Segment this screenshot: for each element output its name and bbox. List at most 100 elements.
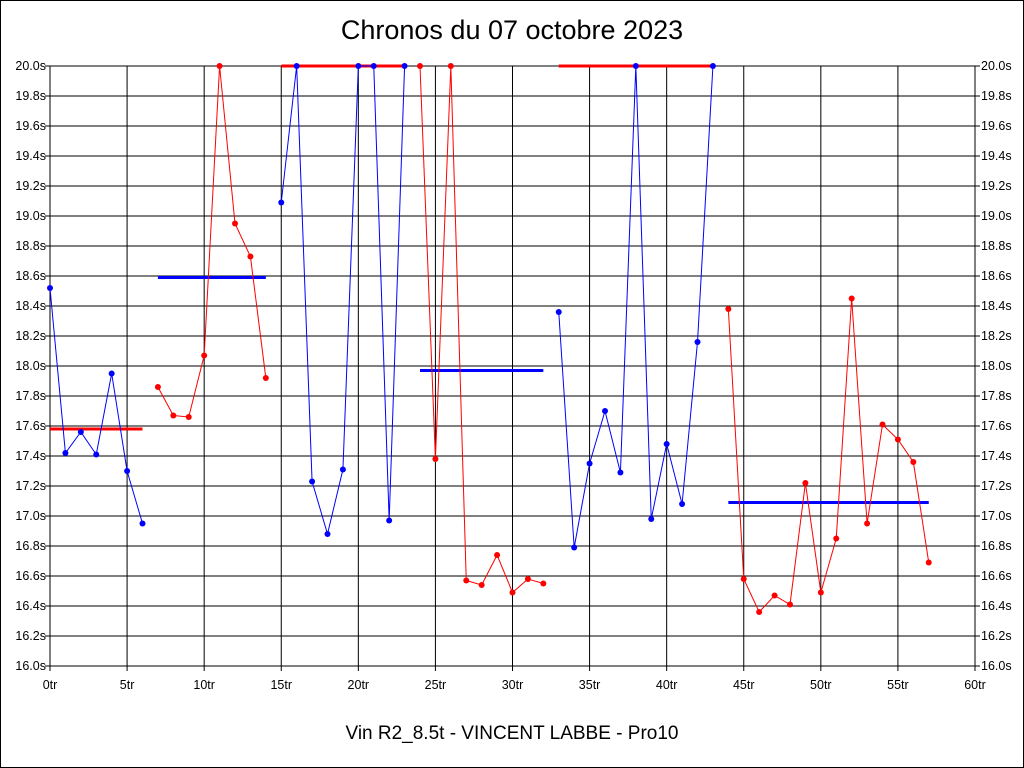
data-point — [339, 466, 346, 473]
data-point — [571, 544, 578, 551]
data-point — [77, 429, 84, 435]
data-point — [925, 559, 932, 566]
data-point — [848, 295, 855, 302]
y-tick-label-left: 17.2s — [15, 479, 46, 493]
data-point — [725, 306, 732, 312]
y-tick-label-left: 20.0s — [15, 59, 46, 73]
x-tick-label: 45tr — [733, 678, 755, 692]
data-point — [432, 456, 439, 462]
data-point — [278, 199, 285, 206]
data-point — [694, 339, 701, 345]
data-point — [47, 285, 53, 291]
data-point — [108, 370, 115, 377]
data-point — [817, 589, 824, 596]
y-tick-label-left: 19.2s — [15, 179, 46, 193]
data-point — [201, 352, 208, 359]
data-point — [293, 63, 300, 69]
data-point — [401, 63, 408, 69]
y-tick-label-right: 20.0s — [981, 59, 1012, 73]
y-tick-label-right: 19.4s — [981, 149, 1012, 163]
y-tick-label-left: 16.8s — [15, 539, 46, 553]
y-tick-label-right: 19.6s — [981, 119, 1012, 133]
y-tick-label-left: 17.4s — [15, 449, 46, 463]
data-point — [524, 576, 531, 582]
data-point — [648, 516, 655, 522]
y-tick-label-right: 19.0s — [981, 209, 1012, 223]
y-tick-label-left: 19.6s — [15, 119, 46, 133]
y-tick-label-right: 18.8s — [981, 239, 1012, 253]
data-point — [463, 577, 470, 584]
data-point — [262, 375, 269, 381]
data-point — [679, 501, 686, 507]
y-tick-label-right: 18.4s — [981, 299, 1012, 313]
y-tick-label-right: 17.2s — [981, 479, 1012, 493]
data-point — [740, 576, 747, 582]
data-point — [247, 253, 254, 260]
data-point — [62, 450, 69, 456]
x-tick-label: 10tr — [193, 678, 215, 692]
data-point — [864, 520, 871, 527]
x-tick-label: 0tr — [43, 678, 58, 692]
y-tick-label-right: 19.2s — [981, 179, 1012, 193]
x-tick-label: 55tr — [887, 678, 909, 692]
series-3 — [278, 63, 408, 537]
y-tick-label-left: 18.4s — [15, 299, 46, 313]
data-point — [555, 309, 562, 315]
y-tick-label-right: 16.2s — [981, 629, 1012, 643]
x-tick-label: 40tr — [656, 678, 678, 692]
y-tick-label-right: 17.8s — [981, 389, 1012, 403]
y-tick-label-left: 17.6s — [15, 419, 46, 433]
data-point — [139, 520, 146, 527]
y-tick-label-left: 16.6s — [15, 569, 46, 583]
data-point — [663, 441, 670, 447]
y-tick-label-left: 16.2s — [15, 629, 46, 643]
data-point — [879, 421, 886, 428]
series-1 — [47, 285, 146, 527]
x-tick-label: 15tr — [270, 678, 292, 692]
data-point — [216, 63, 223, 69]
y-tick-label-right: 16.8s — [981, 539, 1012, 553]
data-point — [232, 220, 238, 227]
series-line — [558, 65, 714, 548]
data-point — [417, 63, 423, 69]
y-tick-label-left: 19.4s — [15, 149, 46, 163]
data-point — [154, 384, 161, 390]
data-point — [170, 412, 177, 419]
y-tick-label-right: 18.6s — [981, 269, 1012, 283]
x-tick-label: 25tr — [425, 678, 447, 692]
y-tick-label-right: 16.0s — [981, 659, 1012, 673]
data-point — [756, 609, 763, 615]
data-point — [833, 535, 840, 542]
y-tick-label-left: 16.0s — [15, 659, 46, 673]
grid-lines — [49, 65, 976, 667]
y-tick-label-left: 16.4s — [15, 599, 46, 613]
data-point — [324, 531, 331, 537]
y-tick-label-left: 18.2s — [15, 329, 46, 343]
x-tick-label: 50tr — [810, 678, 832, 692]
tick-marks — [45, 65, 980, 671]
tick-labels: 0tr 5tr 10tr 15tr 20tr 25tr 30tr 35tr 40tr 45tr 50… — [15, 59, 1011, 692]
data-point — [586, 460, 593, 467]
x-tick-label: 5tr — [120, 678, 135, 692]
y-tick-label-left: 19.0s — [15, 209, 46, 223]
x-tick-label: 60tr — [964, 678, 986, 692]
y-tick-label-right: 18.2s — [981, 329, 1012, 343]
series-line — [157, 65, 267, 418]
data-point — [124, 468, 131, 474]
y-tick-label-right: 16.4s — [981, 599, 1012, 613]
data-point — [355, 63, 362, 69]
y-tick-label-right: 19.8s — [981, 89, 1012, 103]
data-point — [509, 589, 516, 596]
data-point — [771, 592, 778, 599]
data-point — [386, 517, 393, 524]
series-2 — [154, 63, 269, 420]
y-tick-label-right: 17.0s — [981, 509, 1012, 523]
series-5 — [555, 63, 716, 551]
y-tick-label-right: 17.6s — [981, 419, 1012, 433]
data-point — [709, 63, 716, 69]
data-point — [632, 63, 639, 69]
data-point — [370, 63, 377, 69]
data-point — [617, 469, 624, 476]
